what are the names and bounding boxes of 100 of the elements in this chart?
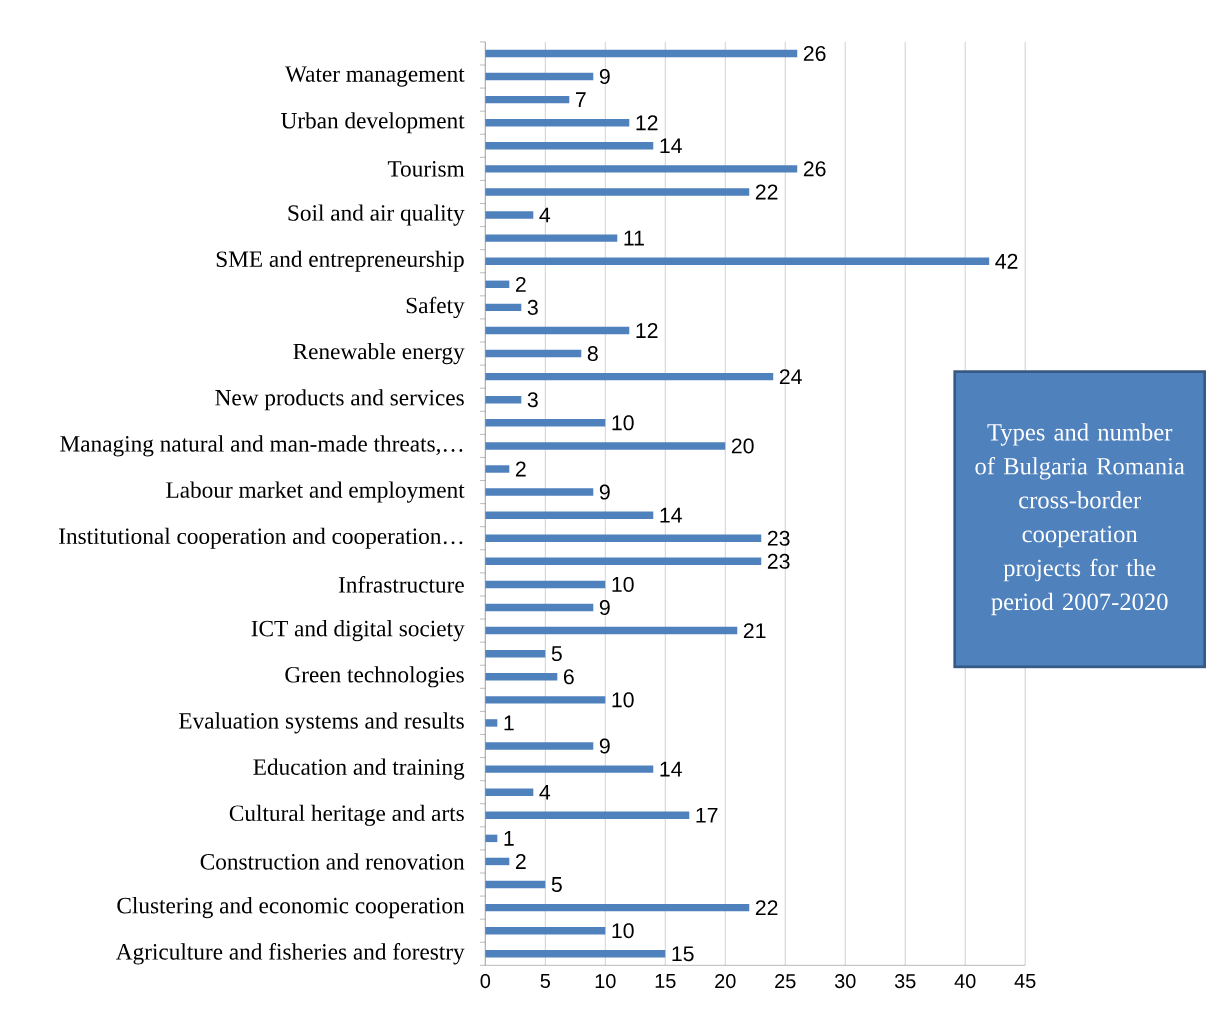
bar <box>485 234 618 242</box>
y-tick-label: SME and entrepreneurship <box>216 250 464 272</box>
data-label: 4 <box>539 784 551 800</box>
y-tick-label: Infrastructure <box>338 576 464 593</box>
bar <box>485 95 570 104</box>
x-tick-label: 45 <box>1014 973 1036 988</box>
data-label: 9 <box>599 738 610 754</box>
bar <box>485 188 750 196</box>
data-label: 10 <box>612 923 634 939</box>
data-label: 12 <box>636 322 658 338</box>
bar <box>485 580 606 589</box>
bar <box>485 534 762 542</box>
data-label: 22 <box>755 184 778 200</box>
y-tick-label: Soil and air quality <box>288 204 465 226</box>
data-label: 23 <box>767 530 790 546</box>
bar <box>485 696 606 704</box>
y-tick-label: Tourism <box>387 160 465 177</box>
y-tick-label: Managing natural and man-made threats,… <box>60 435 463 457</box>
y-tick-label: Urban development <box>281 112 465 134</box>
bar <box>485 672 558 681</box>
data-label: 23 <box>767 553 790 569</box>
text: Types and number of Bulgaria Romania cross-border cooperation projects for the period 2007-2020 <box>975 423 1185 616</box>
bar <box>485 719 498 727</box>
bar <box>485 165 798 173</box>
bar <box>485 626 738 635</box>
data-label: 5 <box>551 646 562 662</box>
bar <box>485 765 654 773</box>
y-tick-label: Evaluation systems and results <box>179 712 464 734</box>
y-tick-label: ICT and digital society <box>251 619 465 642</box>
bar <box>485 349 582 358</box>
x-tick-label: 25 <box>775 973 796 989</box>
data-label: 2 <box>515 853 526 869</box>
bar <box>485 603 594 612</box>
data-label: 14 <box>660 761 682 777</box>
data-label: 2 <box>515 276 526 292</box>
data-label: 5 <box>551 877 562 892</box>
bar <box>485 557 762 565</box>
data-label: 24 <box>779 369 802 384</box>
data-label: 9 <box>599 68 610 84</box>
data-label: 3 <box>527 299 538 315</box>
y-tick-label: Institutional cooperation and cooperation… <box>59 527 463 549</box>
bar <box>485 72 594 81</box>
bar <box>485 511 654 519</box>
data-label: 1 <box>504 830 514 846</box>
data-label: 14 <box>660 138 682 154</box>
bar <box>485 834 498 843</box>
bar <box>485 649 546 658</box>
bar <box>485 880 546 889</box>
data-label: 17 <box>696 807 718 823</box>
x-tick-label: 15 <box>655 973 676 988</box>
data-label: 4 <box>539 207 551 223</box>
bar <box>485 811 690 819</box>
data-label: 9 <box>599 599 610 615</box>
bar <box>485 488 594 496</box>
bar <box>485 372 774 381</box>
data-label: 15 <box>672 946 694 962</box>
x-tick-label: 35 <box>894 973 916 989</box>
bar <box>485 465 510 473</box>
data-label: 9 <box>599 484 610 500</box>
y-tick-label: Education and training <box>253 758 465 780</box>
y-tick-label: Labour market and employment <box>166 481 465 503</box>
x-tick-label: 10 <box>595 973 616 989</box>
bar <box>485 442 726 450</box>
data-label: 14 <box>660 507 682 523</box>
bar <box>485 118 630 127</box>
x-tick-label: 0 <box>480 973 491 989</box>
data-label: 20 <box>731 438 754 454</box>
y-tick-label: Agriculture and fisheries and forestry <box>115 943 465 965</box>
bar <box>485 926 606 935</box>
bar <box>485 950 666 958</box>
data-label: 8 <box>587 345 598 362</box>
bar <box>485 788 534 796</box>
data-label: 10 <box>612 415 634 431</box>
bar <box>485 257 990 265</box>
bar <box>485 857 510 866</box>
data-label: 42 <box>995 253 1018 269</box>
bar <box>485 419 606 427</box>
data-label: 2 <box>515 461 526 477</box>
x-tick-label: 30 <box>834 973 856 989</box>
bar <box>485 49 798 58</box>
y-tick-label: Safety <box>406 296 465 319</box>
y-tick-label: Renewable energy <box>293 342 465 365</box>
bar <box>485 211 534 219</box>
bar <box>485 903 750 912</box>
y-tick-label: Green technologies <box>285 666 464 688</box>
data-label: 10 <box>612 692 634 708</box>
data-label: 3 <box>527 392 538 408</box>
data-label: 7 <box>575 92 586 107</box>
bar <box>485 742 594 750</box>
data-label: 12 <box>636 115 658 131</box>
bar <box>485 141 654 150</box>
data-label: 6 <box>563 669 574 685</box>
y-tick-label: Clustering and economic cooperation <box>117 896 465 919</box>
y-tick-label: New products and services <box>215 389 464 411</box>
bar <box>485 280 510 288</box>
data-label: 26 <box>803 161 826 177</box>
x-tick-label: 40 <box>954 973 976 989</box>
data-label: 22 <box>755 900 778 915</box>
y-tick-label: Construction and renovation <box>200 853 465 870</box>
data-label: 21 <box>743 623 766 638</box>
